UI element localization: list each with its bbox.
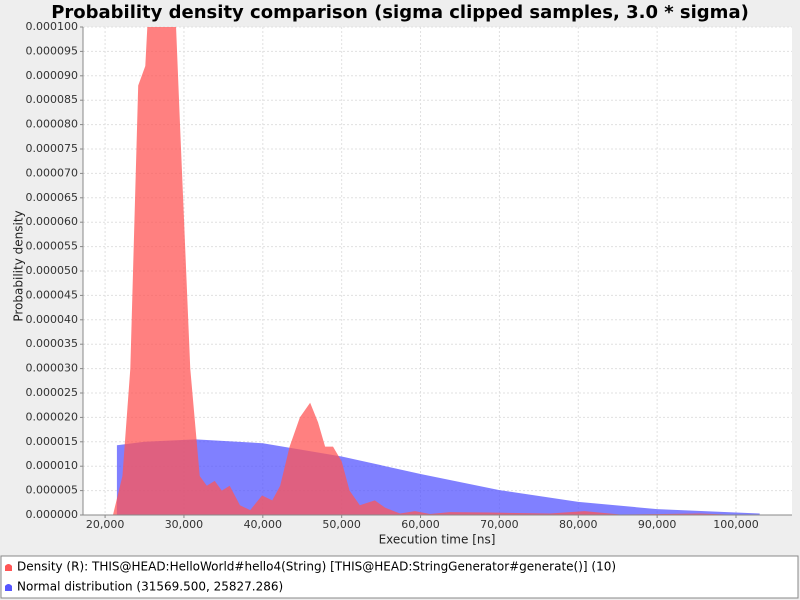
x-tick-label: 80,000 [559, 518, 598, 531]
x-tick-label: 30,000 [165, 518, 204, 531]
y-tick-label: 0.000095 [26, 44, 79, 57]
y-tick-label: 0.000035 [26, 337, 79, 350]
x-tick-label: 90,000 [638, 518, 677, 531]
legend-text: Normal distribution (31569.500, 25827.28… [17, 580, 283, 594]
y-tick-label: 0.000075 [26, 142, 79, 155]
y-tick-label: 0.000070 [26, 166, 79, 179]
area [112, 27, 740, 515]
legend: Density (R): THIS@HEAD:HelloWorld#hello4… [5, 560, 616, 594]
y-axis-label: Probability density [12, 210, 26, 321]
y-tick-label: 0.000005 [26, 484, 79, 497]
y-tick-label: 0.000015 [26, 435, 79, 448]
y-tick-label: 0.000050 [26, 264, 79, 277]
x-tick-label: 60,000 [401, 518, 440, 531]
y-tick-label: 0.000030 [26, 362, 79, 375]
legend-swatch [5, 564, 12, 571]
y-tick-label: 0.000025 [26, 386, 79, 399]
y-tick-label: 0.000060 [26, 215, 79, 228]
y-tick-label: 0.000020 [26, 410, 79, 423]
x-tick-label: 40,000 [244, 518, 283, 531]
y-tick-label: 0.000065 [26, 191, 79, 204]
x-tick-label: 100,000 [713, 518, 759, 531]
y-tick-label: 0.000090 [26, 69, 79, 82]
marks [112, 27, 760, 515]
y-tick-label: 0.000085 [26, 93, 79, 106]
legend-text: Density (R): THIS@HEAD:HelloWorld#hello4… [17, 560, 616, 574]
y-tick-label: 0.000100 [26, 20, 79, 33]
y-tick-label: 0.000080 [26, 118, 79, 131]
y-tick-label: 0.000040 [26, 313, 79, 326]
y-tick-label: 0.000055 [26, 240, 79, 253]
y-tick-label: 0.000010 [26, 459, 79, 472]
chart-title: Probability density comparison (sigma cl… [51, 2, 749, 23]
x-tick-label: 70,000 [480, 518, 519, 531]
x-tick-label: 20,000 [86, 518, 125, 531]
y-tick-label: 0.000045 [26, 288, 79, 301]
axes: 0.000000 0.000005 0.000010 0.000015 0.000020… [26, 20, 792, 531]
plot-area [83, 27, 792, 515]
x-tick-label: 50,000 [322, 518, 361, 531]
legend-box [0, 555, 799, 599]
y-tick-label: 0.000000 [26, 508, 79, 521]
legend-swatch [5, 584, 12, 591]
x-axis-label: Execution time [ns] [379, 533, 496, 547]
